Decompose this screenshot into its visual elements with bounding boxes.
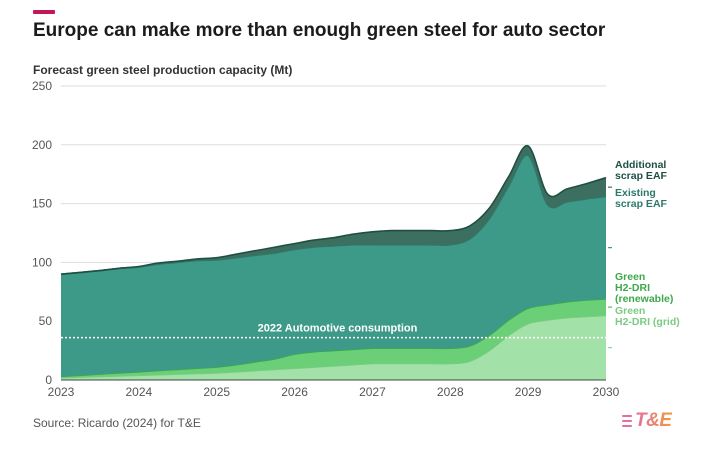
legend-label-line: Additional: [615, 159, 666, 171]
legend-label-line: H2-DRI: [615, 282, 650, 294]
legend-label-line: Green: [615, 271, 645, 283]
chart-title: Europe can make more than enough green s…: [33, 20, 606, 41]
x-tick-label: 2024: [126, 385, 153, 399]
series-area-0: [61, 315, 606, 380]
legend-label: Green H2-DRI (renewable): [615, 271, 673, 305]
brand-logo: T&E: [622, 410, 672, 432]
legend-label-line: Existing: [615, 187, 656, 199]
x-tick-label: 2023: [48, 385, 75, 399]
legend-label: Additional scrap EAF: [615, 159, 668, 182]
legend-label-line: scrap EAF: [615, 170, 668, 182]
x-tick-label: 2025: [203, 385, 230, 399]
x-tick-label: 2029: [515, 385, 542, 399]
area-chart: 0 50 100 150 200 250 2023 2024 2025 2026 2027 2028 2…: [32, 79, 680, 399]
legend-label: Green H2-DRI (grid): [615, 305, 680, 328]
legend-label: Existing scrap EAF: [615, 187, 668, 210]
legend-label-line: scrap EAF: [615, 198, 668, 210]
x-tick-label: 2026: [281, 385, 308, 399]
y-tick-label: 0: [45, 373, 52, 387]
x-tick-label: 2027: [359, 385, 386, 399]
logo-mark-icon: [622, 414, 632, 428]
x-tick-label: 2028: [437, 385, 464, 399]
series-area-1: [61, 298, 606, 378]
logo-text: T&E: [635, 410, 672, 431]
reference-line-label: 2022 Automotive consumption: [258, 323, 418, 335]
y-tick-label: 150: [32, 197, 52, 211]
y-tick-label: 200: [32, 138, 52, 152]
x-tick-label: 2030: [593, 385, 620, 399]
series-area-2: [61, 155, 606, 377]
legend-label-line: (renewable): [615, 293, 673, 305]
chart-subtitle: Forecast green steel production capacity…: [33, 63, 293, 77]
legend-label-line: Green: [615, 305, 645, 317]
y-tick-label: 50: [39, 314, 53, 328]
legend-label-line: H2-DRI (grid): [615, 316, 680, 328]
accent-bar: [33, 10, 55, 14]
y-tick-label: 250: [32, 79, 52, 93]
source-note: Source: Ricardo (2024) for T&E: [33, 416, 201, 430]
series-line-3: [60, 145, 607, 275]
y-tick-label: 100: [32, 255, 52, 269]
